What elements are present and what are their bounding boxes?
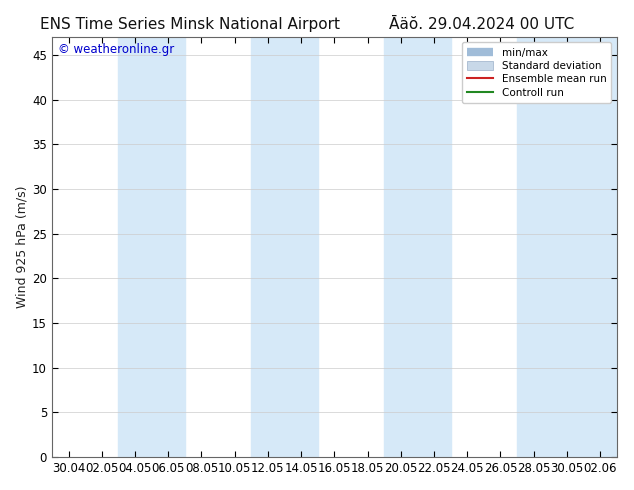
- Bar: [384, 37, 451, 457]
- Bar: [119, 37, 184, 457]
- Legend: min/max, Standard deviation, Ensemble mean run, Controll run: min/max, Standard deviation, Ensemble me…: [462, 42, 612, 103]
- Bar: [517, 37, 583, 457]
- Y-axis label: Wind 925 hPa (m/s): Wind 925 hPa (m/s): [15, 186, 28, 308]
- Text: Āäŏ. 29.04.2024 00 UTC: Āäŏ. 29.04.2024 00 UTC: [389, 17, 574, 32]
- Text: © weatheronline.gr: © weatheronline.gr: [58, 43, 174, 56]
- Bar: [583, 37, 617, 457]
- Text: ENS Time Series Minsk National Airport: ENS Time Series Minsk National Airport: [40, 17, 340, 32]
- Bar: [251, 37, 318, 457]
